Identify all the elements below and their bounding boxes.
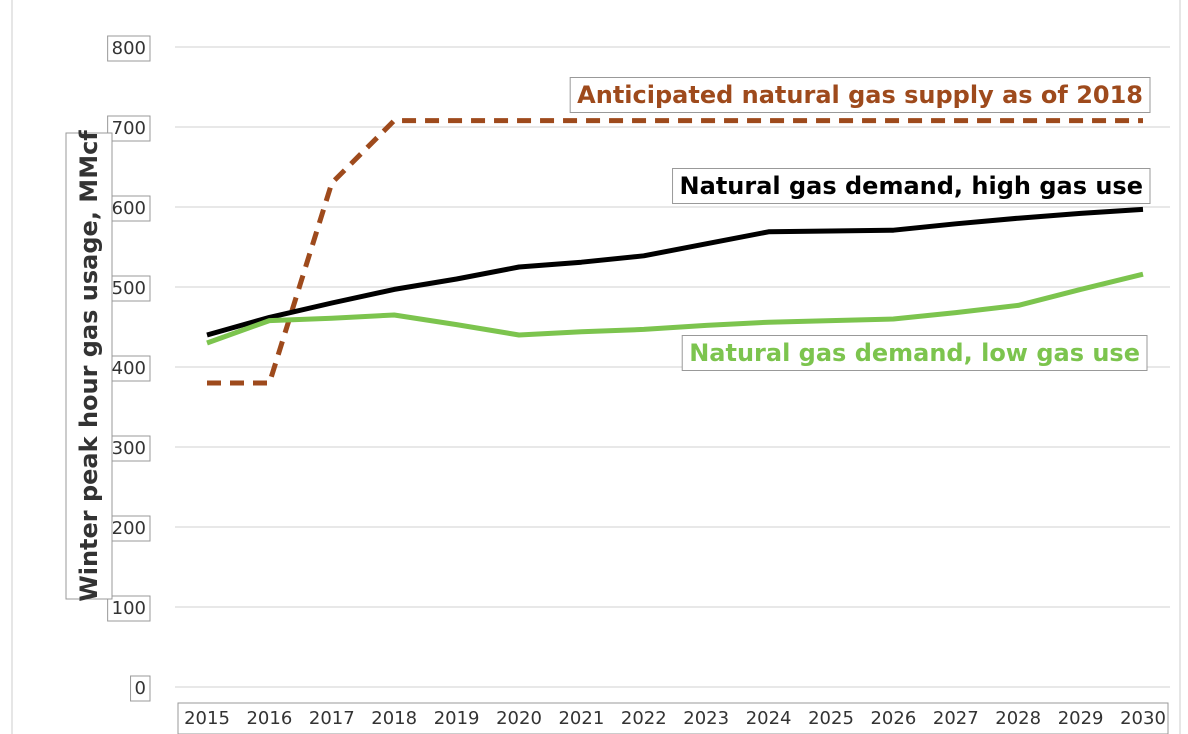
y-tick-label-box [107, 515, 151, 542]
y-tick-label: 100 [112, 598, 146, 619]
series-line [207, 118, 1143, 386]
series-label-box [681, 335, 1148, 371]
x-tick-label: 2022 [621, 708, 667, 729]
y-tick-label-box [107, 435, 151, 462]
series-line [206, 271, 1144, 346]
y-tick-label-box [107, 595, 151, 622]
x-tick-label: 2028 [995, 708, 1041, 729]
y-tick-label: 400 [112, 358, 146, 379]
x-tick-label: 2021 [558, 708, 604, 729]
y-tick-label: 300 [112, 438, 146, 459]
y-tick-label-box [107, 195, 151, 222]
x-tick-label: 2019 [434, 708, 480, 729]
y-tick-label: 600 [112, 198, 146, 219]
y-tick-label-box [107, 275, 151, 302]
y-label-box [65, 132, 113, 600]
y-tick-label: 800 [112, 38, 146, 59]
x-tick-label: 2020 [496, 708, 542, 729]
series-label: Natural gas demand, low gas use [689, 339, 1140, 367]
y-tick-label: 700 [112, 118, 146, 139]
y-tick-label-box [107, 115, 151, 142]
x-tick-label: 2024 [746, 708, 792, 729]
series-label: Anticipated natural gas supply as of 201… [577, 81, 1143, 109]
x-tick-label: 2030 [1120, 708, 1166, 729]
x-axis-box [177, 702, 1169, 734]
x-tick-label: 2025 [808, 708, 854, 729]
x-tick-label: 2018 [371, 708, 417, 729]
x-tick-label: 2026 [870, 708, 916, 729]
x-tick-label: 2015 [184, 708, 230, 729]
series-label-box [672, 168, 1151, 204]
x-tick-label: 2017 [309, 708, 355, 729]
x-tick-label: 2027 [933, 708, 979, 729]
x-tick-label: 2023 [683, 708, 729, 729]
y-tick-label-box [130, 675, 151, 702]
x-tick-label: 2016 [246, 708, 292, 729]
y-axis-label-group: Winter peak hour gas usage, MMcf [65, 130, 113, 602]
series-line [206, 206, 1144, 338]
y-tick-label: 500 [112, 278, 146, 299]
series-label-box [569, 77, 1151, 113]
y-tick-label: 0 [135, 678, 146, 699]
y-tick-label-box [107, 35, 151, 62]
x-tick-label: 2029 [1058, 708, 1104, 729]
series-label: Natural gas demand, high gas use [680, 172, 1143, 200]
y-tick-label: 200 [112, 518, 146, 539]
y-axis-label: Winter peak hour gas usage, MMcf [75, 130, 103, 602]
